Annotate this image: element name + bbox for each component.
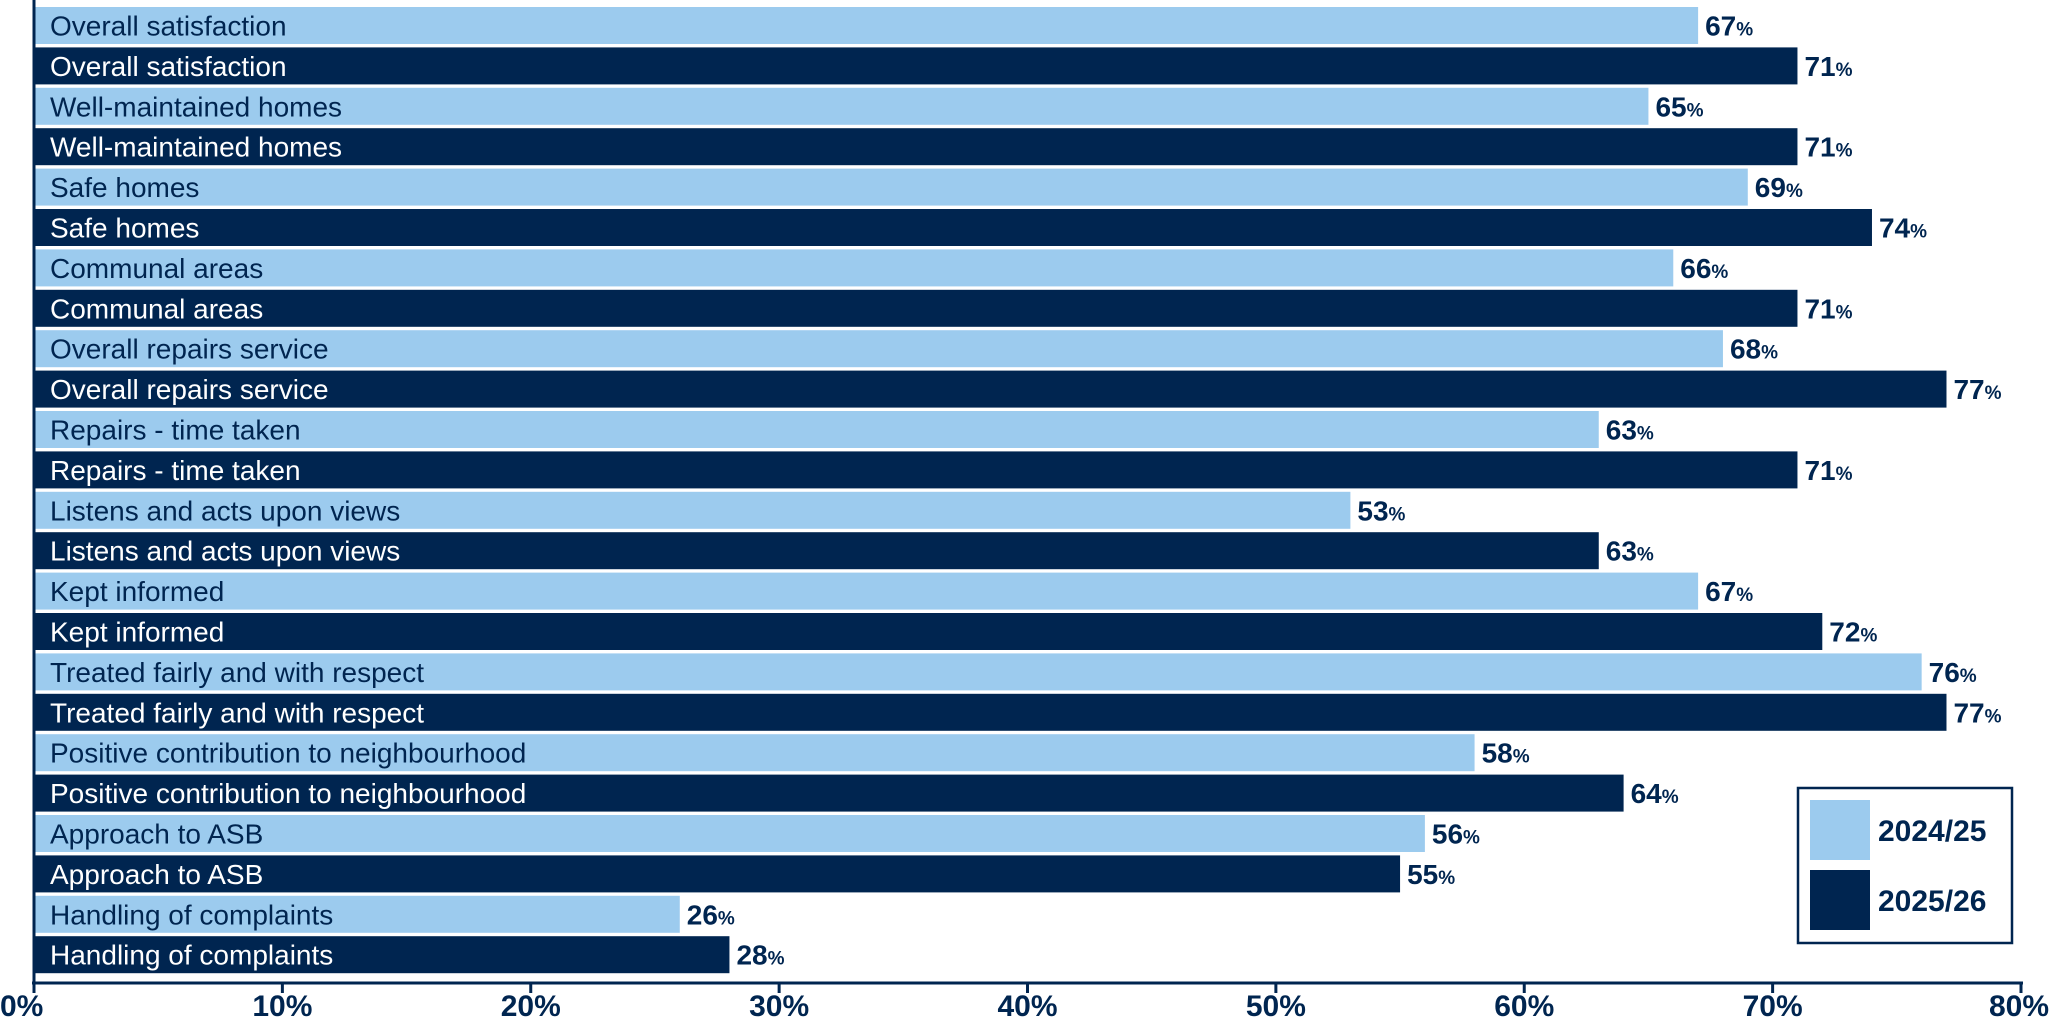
data-label: 26% — [687, 899, 735, 930]
category-label: Listens and acts upon views — [50, 536, 400, 567]
data-label: 68% — [1730, 334, 1778, 365]
category-label: Overall repairs service — [50, 334, 329, 365]
x-tick-label: 0% — [0, 990, 43, 1022]
category-label: Kept informed — [50, 576, 224, 607]
data-label: 67% — [1705, 576, 1753, 607]
data-label: 69% — [1755, 172, 1803, 203]
category-label: Communal areas — [50, 253, 263, 284]
data-label: 71% — [1804, 132, 1852, 163]
bar-prev-7 — [34, 572, 1699, 610]
category-label: Safe homes — [50, 213, 199, 244]
bar-prev-0 — [34, 7, 1699, 44]
legend-label: 2025/26 — [1878, 885, 1986, 918]
data-label: 58% — [1482, 738, 1530, 769]
bar-prev-1 — [34, 87, 1649, 125]
data-label: 63% — [1606, 415, 1654, 446]
bar-prev-3 — [34, 249, 1674, 287]
data-label: 55% — [1407, 859, 1455, 890]
bar-curr-8 — [34, 693, 1947, 731]
category-label: Kept informed — [50, 617, 224, 648]
bar-prev-5 — [34, 411, 1599, 448]
x-tick-label: 60% — [1494, 990, 1554, 1022]
category-label: Approach to ASB — [50, 819, 263, 850]
data-label: 53% — [1357, 495, 1405, 526]
data-label: 71% — [1804, 455, 1852, 486]
category-label: Safe homes — [50, 172, 199, 203]
bars-group: Overall satisfaction 67% Overall satisfact… — [34, 7, 2002, 974]
data-label: 74% — [1879, 213, 1927, 244]
data-label: 64% — [1631, 778, 1679, 809]
bar-curr-1 — [34, 128, 1798, 166]
data-label: 71% — [1804, 293, 1852, 324]
category-label: Repairs - time taken — [50, 455, 301, 486]
category-label: Positive contribution to neighbourhood — [50, 738, 526, 769]
legend-label: 2024/25 — [1878, 815, 1986, 848]
data-label: 65% — [1655, 91, 1703, 122]
category-label: Overall satisfaction — [50, 51, 287, 82]
x-tick-label: 50% — [1246, 990, 1306, 1022]
data-label: 28% — [736, 940, 784, 971]
category-label: Repairs - time taken — [50, 415, 301, 446]
data-label: 67% — [1705, 11, 1753, 42]
x-tick-label: 10% — [252, 990, 312, 1022]
x-tick-label: 40% — [997, 990, 1057, 1022]
legend-swatch — [1810, 870, 1870, 930]
category-label: Treated fairly and with respect — [50, 697, 424, 728]
bar-prev-8 — [34, 653, 1922, 691]
bar-prev-4 — [34, 330, 1723, 368]
bar-prev-10 — [34, 815, 1425, 852]
category-label: Overall repairs service — [50, 374, 329, 405]
data-label: 63% — [1606, 536, 1654, 567]
category-label: Communal areas — [50, 293, 263, 324]
category-label: Overall satisfaction — [50, 11, 287, 42]
data-label: 72% — [1829, 617, 1877, 648]
bar-curr-10 — [34, 855, 1401, 893]
data-label: 71% — [1804, 51, 1852, 82]
bar-curr-4 — [34, 370, 1947, 408]
x-tick-label: 80% — [1989, 990, 2049, 1022]
bar-curr-5 — [34, 451, 1798, 489]
bar-curr-9 — [34, 774, 1624, 812]
category-label: Approach to ASB — [50, 859, 263, 890]
bar-prev-2 — [34, 168, 1748, 206]
category-label: Handling of complaints — [50, 940, 333, 971]
category-label: Listens and acts upon views — [50, 495, 400, 526]
x-tick-label: 70% — [1743, 990, 1803, 1022]
data-label: 66% — [1680, 253, 1728, 284]
data-label: 77% — [1953, 697, 2001, 728]
x-tick-label: 30% — [749, 990, 809, 1022]
x-tick-label: 20% — [501, 990, 561, 1022]
category-label: Well-maintained homes — [50, 132, 342, 163]
bar-curr-2 — [34, 209, 1872, 246]
bar-prev-9 — [34, 734, 1475, 772]
data-label: 77% — [1953, 374, 2001, 405]
category-label: Treated fairly and with respect — [50, 657, 424, 688]
bar-curr-11 — [34, 936, 730, 974]
bar-curr-0 — [34, 47, 1798, 85]
legend-swatch — [1810, 800, 1870, 860]
bar-curr-7 — [34, 613, 1823, 650]
bar-prev-11 — [34, 895, 680, 933]
category-label: Handling of complaints — [50, 899, 333, 930]
category-label: Positive contribution to neighbourhood — [50, 778, 526, 809]
bar-curr-6 — [34, 532, 1599, 570]
bar-prev-6 — [34, 491, 1351, 529]
data-label: 76% — [1929, 657, 1977, 688]
bar-curr-3 — [34, 289, 1798, 327]
category-label: Well-maintained homes — [50, 91, 342, 122]
data-label: 56% — [1432, 819, 1480, 850]
legend: 2024/25 2025/26 — [1796, 786, 2014, 945]
